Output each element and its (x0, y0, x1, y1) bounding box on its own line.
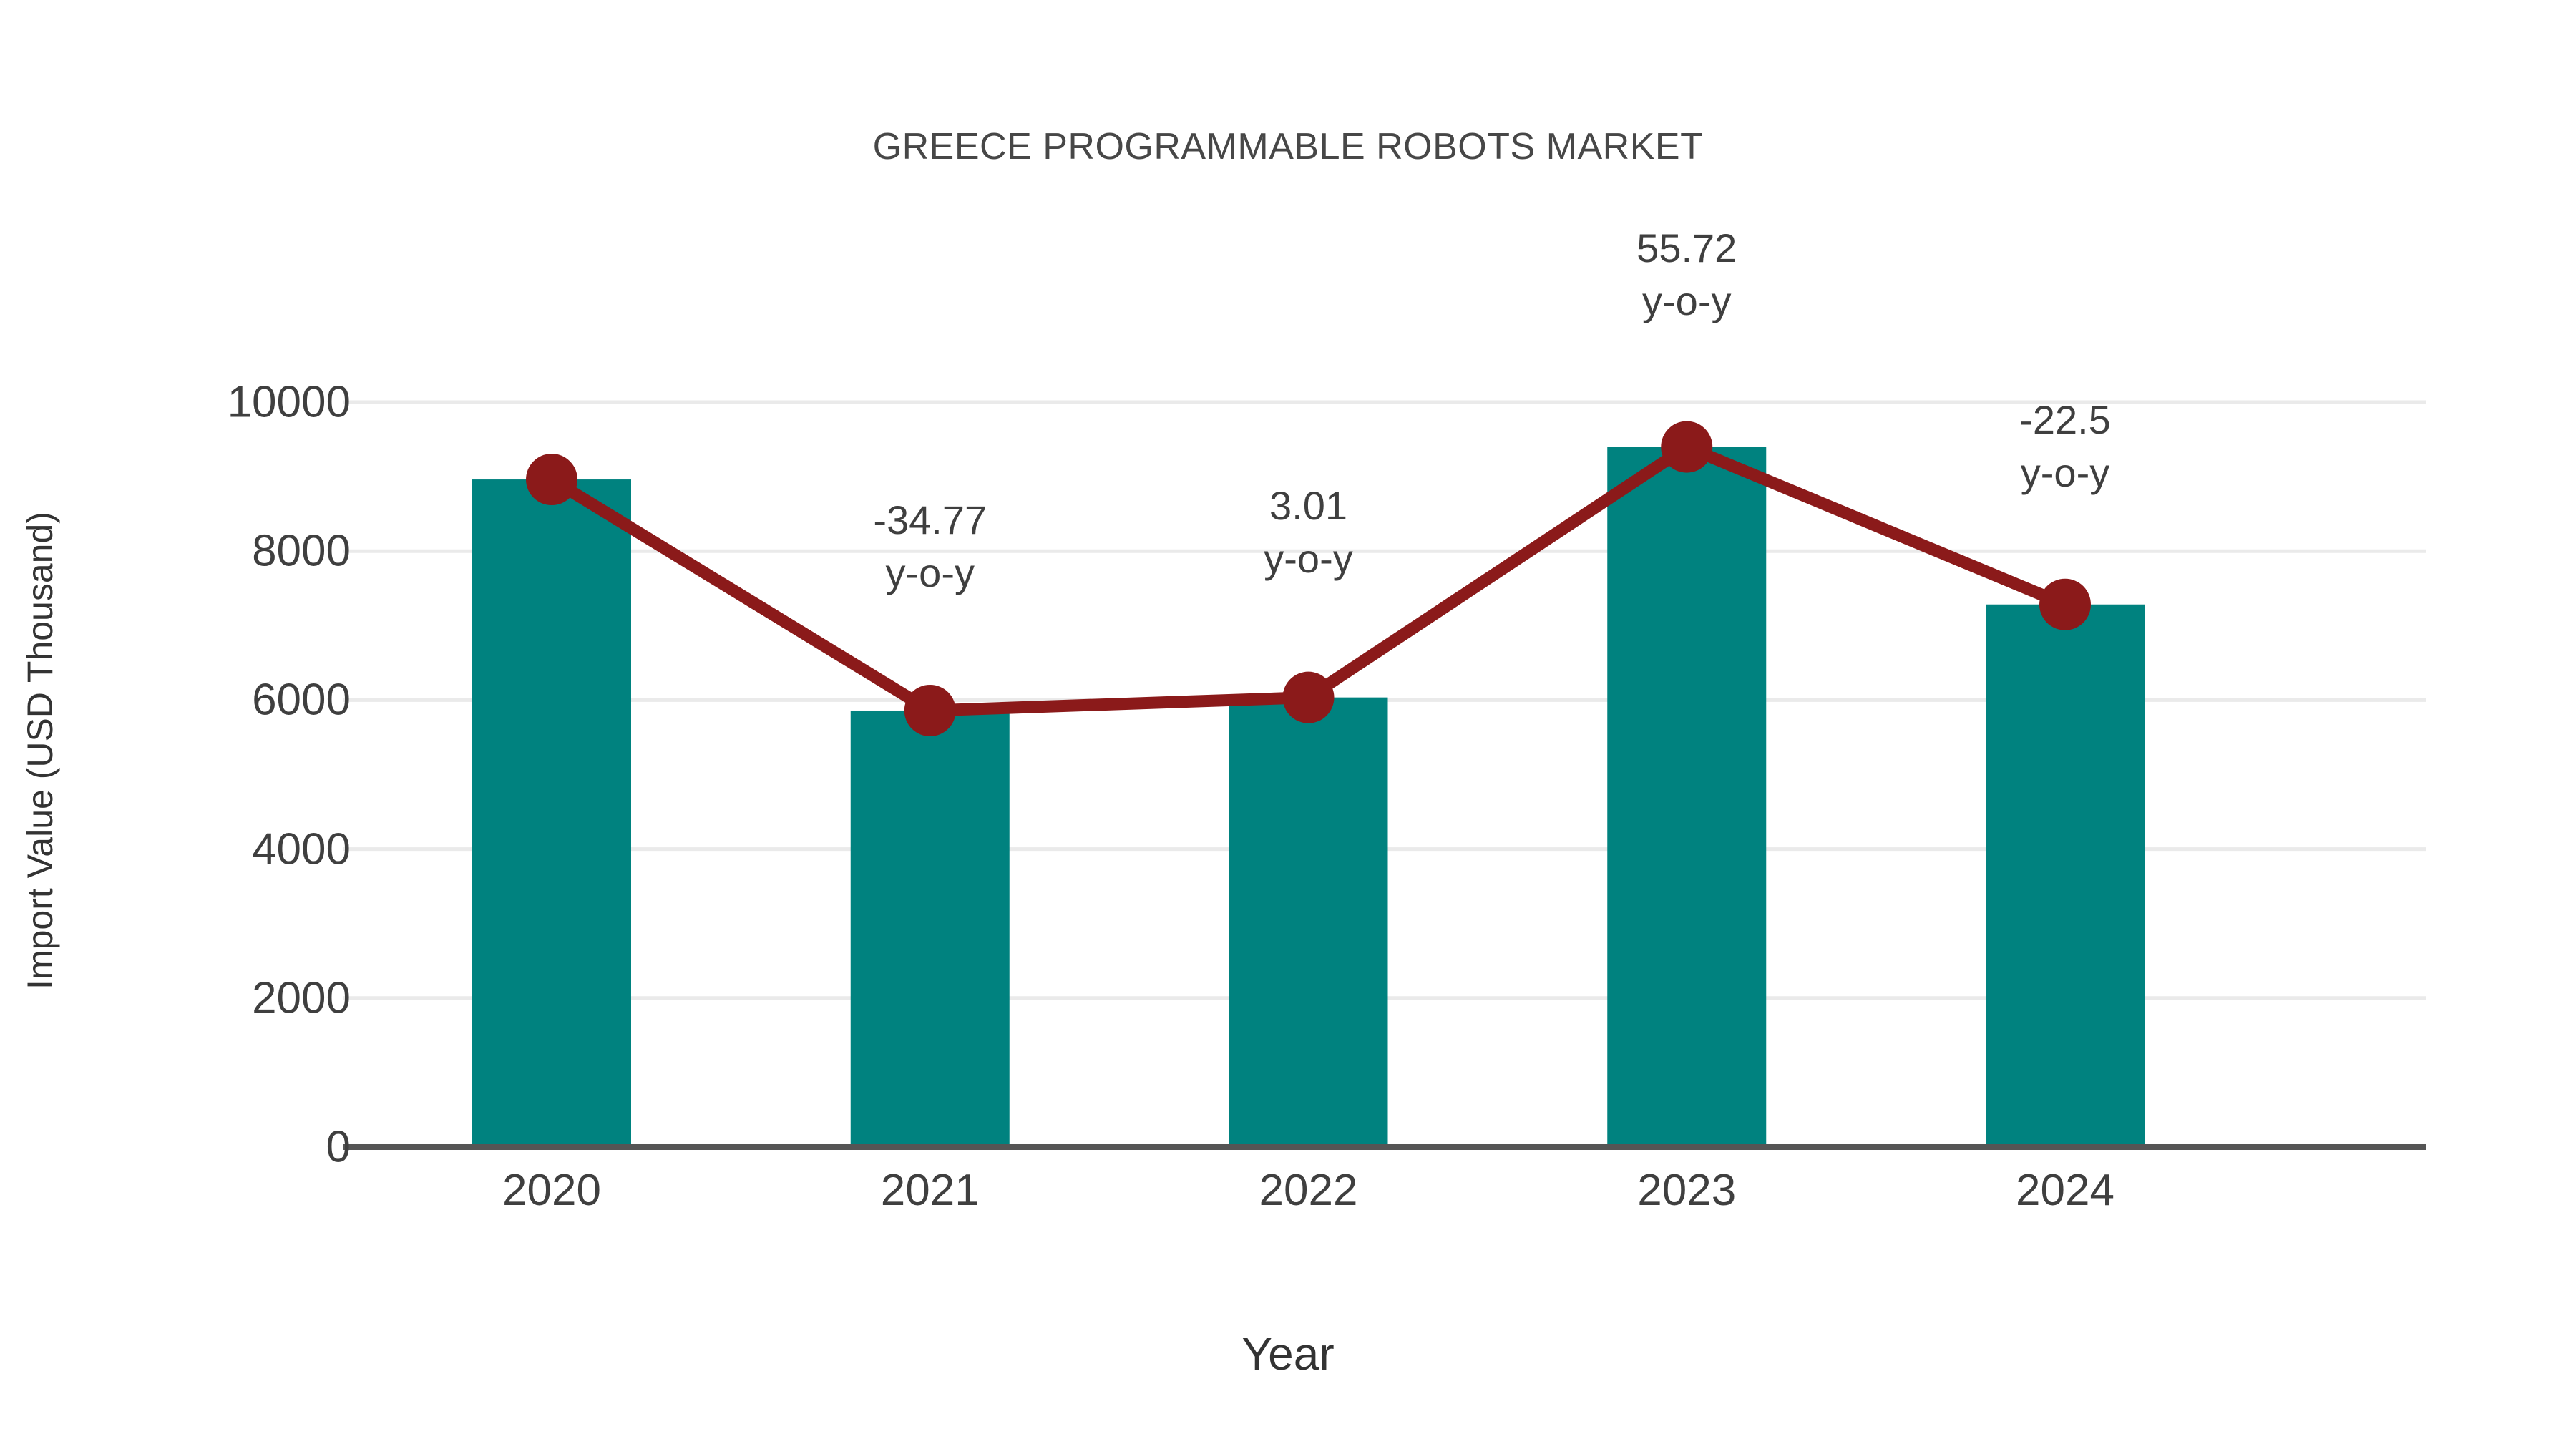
annotation-2024: -22.5 y-o-y (2019, 394, 2111, 499)
annotation-2022: 3.01 y-o-y (1264, 479, 1352, 585)
chart-title: GREECE PROGRAMMABLE ROBOTS MARKET (872, 126, 1704, 167)
annotation-value: 3.01 (1269, 483, 1347, 528)
bar-2024[interactable] (1986, 604, 2145, 1147)
annotation-2021: -34.77 y-o-y (873, 494, 987, 600)
x-tick-label-2020: 2020 (502, 1166, 601, 1215)
data-point-marker-2022[interactable] (1282, 671, 1335, 723)
y-tick-label: 4000 (252, 824, 351, 874)
y-tick-label: 10000 (227, 377, 351, 427)
y-tick-label: 8000 (252, 526, 351, 576)
data-point-marker-2024[interactable] (2039, 578, 2091, 630)
x-tick-label-2023: 2023 (1637, 1166, 1737, 1215)
bar-2023[interactable] (1607, 447, 1767, 1147)
annotation-suffix: y-o-y (1642, 278, 1732, 323)
bar-2021[interactable] (850, 710, 1010, 1147)
y-tick-label: 2000 (252, 973, 351, 1023)
y-tick-label: 0 (326, 1122, 351, 1172)
bar-2022[interactable] (1229, 697, 1388, 1147)
x-tick-label-2021: 2021 (880, 1166, 980, 1215)
x-tick-label-2024: 2024 (2016, 1166, 2114, 1215)
annotation-value: -22.5 (2019, 397, 2111, 442)
y-tick-label: 6000 (252, 675, 351, 725)
annotation-2023: 55.72 y-o-y (1636, 222, 1737, 328)
annotation-value: -34.77 (873, 497, 987, 542)
annotation-suffix: y-o-y (2020, 449, 2110, 495)
data-point-marker-2020[interactable] (526, 454, 577, 506)
data-point-marker-2021[interactable] (904, 684, 956, 736)
x-tick-label-2022: 2022 (1259, 1166, 1358, 1215)
x-axis-title: Year (1241, 1328, 1335, 1380)
annotation-suffix: y-o-y (1264, 535, 1353, 581)
data-point-marker-2023[interactable] (1661, 421, 1713, 473)
y-axis-title: Import Value (USD Thousand) (20, 512, 60, 990)
annotation-suffix: y-o-y (885, 550, 975, 595)
bar-2020[interactable] (472, 479, 631, 1147)
annotation-value: 55.72 (1636, 225, 1737, 270)
